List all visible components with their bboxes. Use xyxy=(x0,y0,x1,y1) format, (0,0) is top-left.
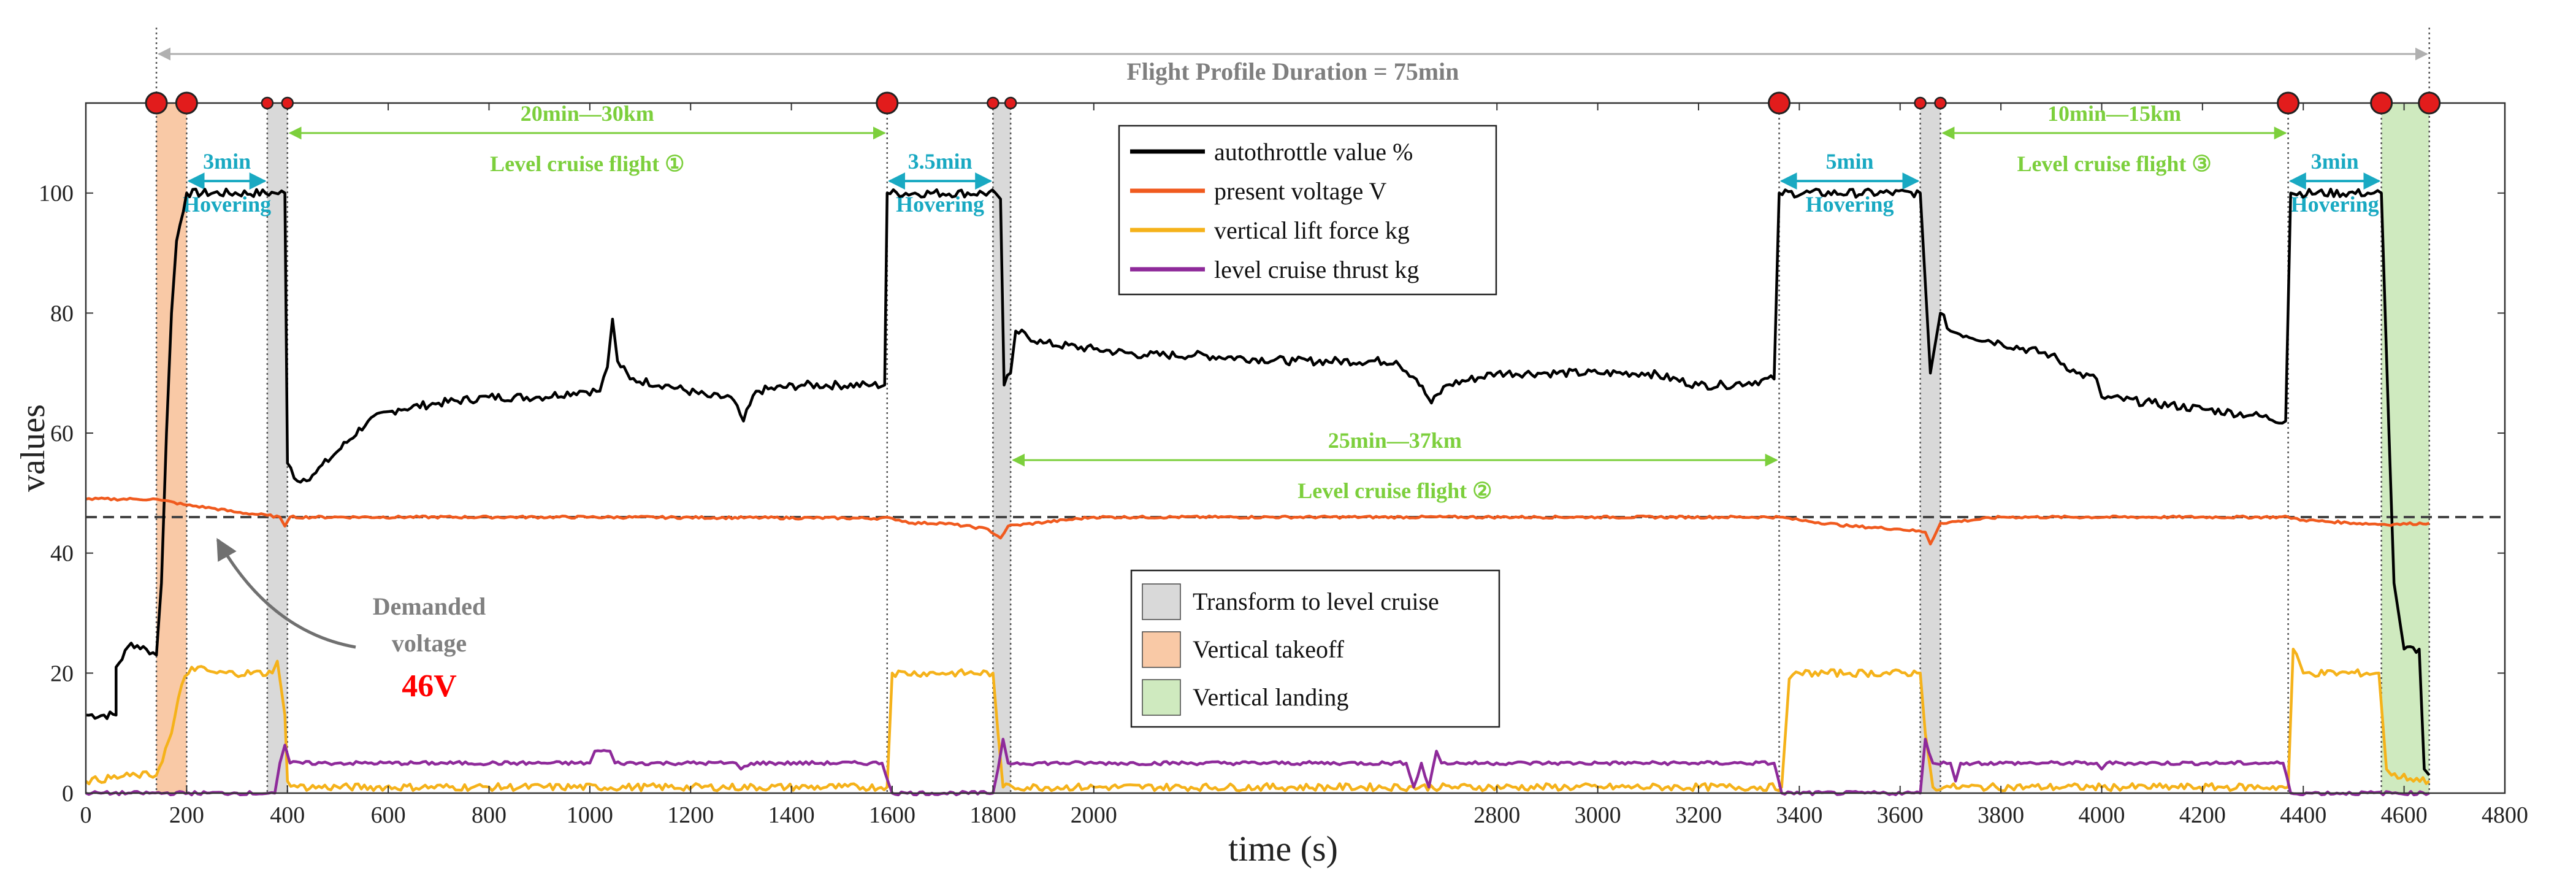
x-tick-label: 1000 xyxy=(567,802,613,828)
y-axis-title: values xyxy=(14,404,52,492)
hover-phase-label: Hovering xyxy=(1806,192,1894,217)
x-tick-label: 4400 xyxy=(2280,802,2326,828)
x-tick-label: 3000 xyxy=(1575,802,1621,828)
demanded-voltage-label-line2: voltage xyxy=(392,629,467,657)
x-tick-label: 1800 xyxy=(969,802,1016,828)
series-line-lift xyxy=(85,647,2431,793)
event-marker-small xyxy=(1934,96,1947,110)
x-tick-label: 400 xyxy=(270,802,305,828)
series-line-voltage xyxy=(85,496,2430,546)
band-transform xyxy=(1920,103,1941,793)
event-marker-large xyxy=(2418,91,2441,115)
event-marker-small xyxy=(1004,96,1017,110)
x-tick-label: 4600 xyxy=(2381,802,2428,828)
event-marker-large xyxy=(876,91,899,115)
x-tick-label: 4200 xyxy=(2179,802,2226,828)
event-marker-large xyxy=(1768,91,1791,115)
event-marker-small xyxy=(261,96,274,110)
band-legend-swatch xyxy=(1142,679,1181,716)
x-tick-label: 1400 xyxy=(768,802,815,828)
band-legend-box xyxy=(1130,569,1500,728)
flight-duration-label: Flight Profile Duration = 75min xyxy=(1126,58,1459,85)
x-tick-label: 2000 xyxy=(1071,802,1117,828)
y-tick-label: 80 xyxy=(50,301,74,326)
x-tick-label: 4800 xyxy=(2482,802,2528,828)
cruise-duration-label: 25min—37km xyxy=(1328,428,1462,453)
hover-duration-label: 5min xyxy=(1826,149,1874,174)
hover-duration-label: 3.5min xyxy=(908,149,973,174)
event-marker-small xyxy=(1914,96,1927,110)
band-legend-label: Vertical takeoff xyxy=(1193,635,1345,663)
y-tick-label: 60 xyxy=(50,421,74,447)
x-tick-label: 3600 xyxy=(1877,802,1924,828)
event-marker-small xyxy=(987,96,999,110)
x-tick-label: 1200 xyxy=(667,802,714,828)
event-marker-large xyxy=(2277,91,2300,115)
x-tick-label: 200 xyxy=(169,802,204,828)
hover-duration-label: 3min xyxy=(203,149,251,174)
demanded-voltage-pointer-arrow xyxy=(216,537,356,649)
event-marker-small xyxy=(281,96,294,110)
band-legend-label: Transform to level cruise xyxy=(1193,588,1439,615)
legend-label: present voltage V xyxy=(1214,177,1387,205)
series-line-autothrottle xyxy=(85,187,2431,777)
band-legend-swatch xyxy=(1142,631,1181,668)
cruise-duration-label: 10min—15km xyxy=(2047,101,2181,126)
hover-duration-label: 3min xyxy=(2311,149,2359,174)
x-tick-label: 3400 xyxy=(1776,802,1822,828)
y-tick-label: 40 xyxy=(50,541,74,567)
event-marker-large xyxy=(145,91,168,115)
x-tick-label: 800 xyxy=(472,802,506,828)
x-tick-label: 2800 xyxy=(1473,802,1520,828)
y-tick-label: 100 xyxy=(39,181,74,207)
event-marker-large xyxy=(175,91,198,115)
cruise-phase-label: Level cruise flight ① xyxy=(490,152,684,176)
x-tick-label: 4000 xyxy=(2079,802,2125,828)
legend-label: level cruise thrust kg xyxy=(1214,256,1419,283)
y-tick-label: 0 xyxy=(62,781,74,807)
x-tick-label: 1600 xyxy=(869,802,915,828)
cruise-phase-label: Level cruise flight ② xyxy=(1298,478,1492,503)
series-legend-box xyxy=(1118,125,1497,296)
band-legend-swatch xyxy=(1142,583,1181,620)
demanded-voltage-label-line1: Demanded xyxy=(373,593,486,620)
cruise-phase-label: Level cruise flight ③ xyxy=(2017,152,2211,176)
x-tick-label: 3800 xyxy=(1978,802,2024,828)
x-axis-title: time (s) xyxy=(1228,829,1338,869)
cruise-duration-label: 20min—30km xyxy=(521,101,654,126)
x-tick-label: 600 xyxy=(371,802,406,828)
demanded-voltage-value: 46V xyxy=(402,669,457,704)
band-takeoff xyxy=(156,103,187,793)
y-tick-label: 20 xyxy=(50,661,74,686)
legend-label: autothrottle value % xyxy=(1214,138,1413,166)
series-line-thrust xyxy=(85,737,2430,797)
legend-label: vertical lift force kg xyxy=(1214,217,1410,244)
hover-phase-label: Hovering xyxy=(183,192,271,217)
event-marker-large xyxy=(2370,91,2393,115)
band-legend-label: Vertical landing xyxy=(1193,683,1348,711)
plot-frame xyxy=(85,102,2506,794)
x-tick-label: 0 xyxy=(80,802,92,828)
x-tick-label: 3200 xyxy=(1675,802,1722,828)
